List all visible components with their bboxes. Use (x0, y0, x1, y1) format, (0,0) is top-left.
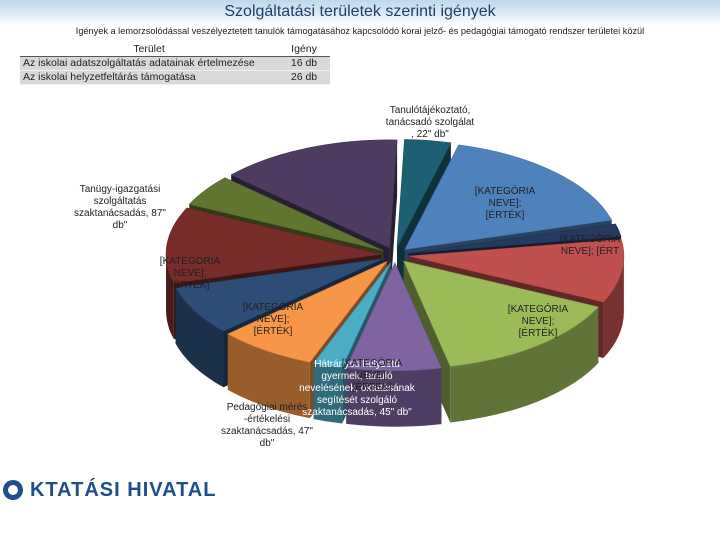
pie-slice (345, 261, 442, 371)
pie-slice (188, 177, 384, 251)
pie-slice (175, 258, 383, 332)
table-cell-label: Az iskolai helyzetfeltárás támogatása (20, 70, 278, 85)
slice-label: [KATEGÓRIA NEVE]; [ÉRTÉK] (508, 302, 569, 339)
slice-label: [KATEGÓRIA NEVE]; [ÉRT (560, 232, 621, 257)
page-subtitle: Igények a lemorzsolódással veszélyeztete… (75, 26, 645, 36)
slice-label: Hátrányos helyzetű gyermek, tanuló nevelés… (299, 359, 416, 418)
pie-slice-rim (227, 333, 310, 419)
pie-slice-rim (313, 363, 343, 424)
page-title: Szolgáltatási területek szerinti igények (224, 3, 496, 20)
pie-slice (408, 223, 622, 254)
pie-slice (408, 238, 625, 303)
pie-slice-rim (175, 287, 224, 388)
pie-tops (165, 139, 625, 371)
table-header-row: Terület Igény (20, 42, 330, 57)
slice-label: [KATEGÓRIA NEVE]; [ÉRTÉK] (475, 184, 536, 221)
table-cell-value: 26 db (278, 70, 330, 85)
pie-slice (230, 139, 398, 249)
slice-label: [KATEGÓRIA NEVE]; [ÉRTÉK] (243, 300, 304, 337)
table-row: Az iskolai helyzetfeltárás támogatása 26… (20, 70, 330, 85)
slice-label: Tanügy-igazgatási szolgáltatás szaktanácsa… (74, 184, 166, 231)
table-cell-value: 16 db (278, 56, 330, 71)
logo-text: KTATÁSI HIVATAL (30, 479, 217, 501)
pie-slice (403, 260, 599, 367)
table-cell-label: Az iskolai adatszolgáltatás adatainak ér… (20, 56, 278, 71)
pie-slice-wall (389, 139, 398, 304)
logo: KTATÁSI HIVATAL (0, 478, 260, 502)
slice-label: Pedagógiai mérés -értékelési szaktanácsadá… (221, 402, 313, 449)
table-row: Az iskolai adatszolgáltatás adatainak ér… (20, 56, 330, 71)
slice-label: Tanulótájékoztató, tanácsadó szolgálat, 2… (386, 105, 475, 140)
pie-slice-rim (450, 306, 599, 423)
pie-slice-rim (346, 367, 442, 427)
pie-slice (165, 207, 382, 284)
pie-slice-rim (166, 254, 174, 340)
table-header-area: Terület (20, 42, 278, 57)
pie-slice-rim (603, 256, 624, 359)
table-header-demand: Igény (278, 42, 330, 57)
pie-slice (396, 139, 452, 248)
pie-slice (404, 144, 613, 250)
title-bar (0, 0, 720, 25)
pie-slice (313, 262, 392, 368)
slice-label: [KATEGÓRIA NEVE]; [ÉRTÉK] (342, 356, 403, 393)
pie-labels: Tanulótájékoztató, tanácsadó szolgálat, 2… (74, 105, 620, 449)
logo-mark-icon (3, 480, 23, 500)
pie-slice (227, 261, 388, 363)
slice-label: [KATEGÓRIA NEVE]; [ÉRTÉK] (160, 254, 221, 291)
demand-table: Terület Igény Az iskolai adatszolgáltatá… (20, 42, 330, 85)
